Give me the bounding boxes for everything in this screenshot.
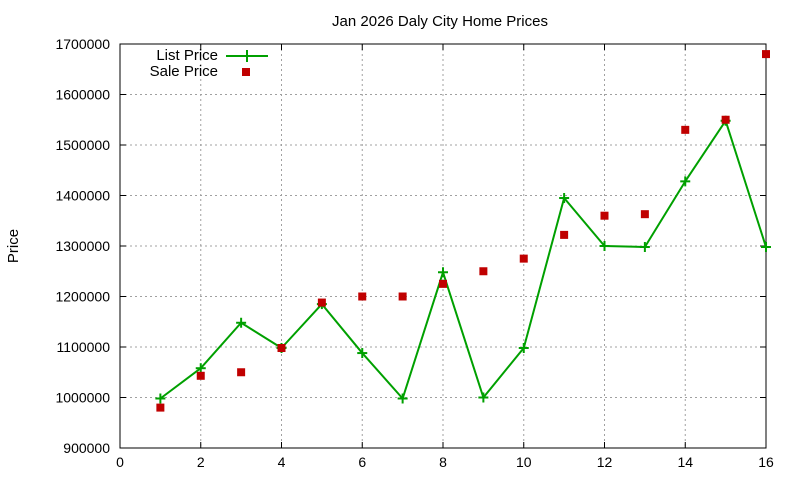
sale-price-point [681,125,690,134]
list-price-point [478,392,489,403]
y-tick-label: 1500000 [55,137,110,153]
list-price-point [155,393,166,404]
list-price-point [639,242,650,253]
list-price-point [438,267,448,278]
sale-price-point [721,115,730,124]
sale-price-point [358,292,367,301]
legend-label-list-price: List Price [156,47,218,64]
legend-label-sale-price: Sale Price [150,63,218,80]
sale-price-point [762,50,770,59]
sale-price-point [640,210,649,219]
axis-ticks: 0 2 4 6 8 10 12 14 16 900000 1000000 1100000 1200000… [55,36,774,470]
sale-price-point [156,403,165,412]
sale-price-point [398,292,407,301]
list-price-point [397,393,408,404]
series-list-price [155,115,771,404]
x-tick-label: 10 [516,454,532,470]
list-price-point [518,343,529,354]
sale-price-point [600,211,609,220]
x-tick-label: 8 [439,454,447,470]
list-price-point [195,363,206,374]
sale-price-point [317,298,326,307]
x-tick-label: 2 [197,454,205,470]
legend: List Price Sale Price [150,47,268,80]
sale-price-point [560,230,569,239]
y-tick-label: 1300000 [55,238,110,254]
y-tick-label: 1700000 [55,36,110,52]
legend-marker-sale-price [242,68,250,76]
sale-price-point [277,344,286,353]
y-tick-label: 1600000 [55,87,110,103]
list-price-point [599,241,610,251]
list-price-point [680,176,691,187]
sale-price-point [196,371,205,380]
list-price-point [236,317,247,328]
y-tick-label: 1200000 [55,289,110,305]
chart-title: Jan 2026 Daly City Home Prices [332,13,548,30]
sale-price-point [479,267,488,276]
series [155,50,771,412]
legend-marker-list-price [241,50,253,62]
y-tick-label: 1400000 [55,188,110,204]
list-price-point [357,348,368,359]
x-tick-label: 12 [597,454,613,470]
list-price-point [761,242,771,253]
x-tick-label: 0 [116,454,124,470]
list-price-point [559,193,570,204]
x-tick-label: 14 [677,454,693,470]
list-price-line [159,119,767,400]
sale-price-point [237,368,246,377]
x-tick-label: 4 [278,454,286,470]
y-tick-label: 1000000 [55,390,110,406]
x-tick-label: 16 [758,454,774,470]
x-tick-label: 6 [358,454,366,470]
y-tick-label: 1100000 [57,339,111,355]
series-sale-price [156,50,770,412]
y-axis-label: Price [5,229,22,263]
grid [120,44,766,448]
sale-price-point [439,279,447,288]
sale-price-point [519,254,528,263]
y-tick-label: 900000 [63,440,110,456]
